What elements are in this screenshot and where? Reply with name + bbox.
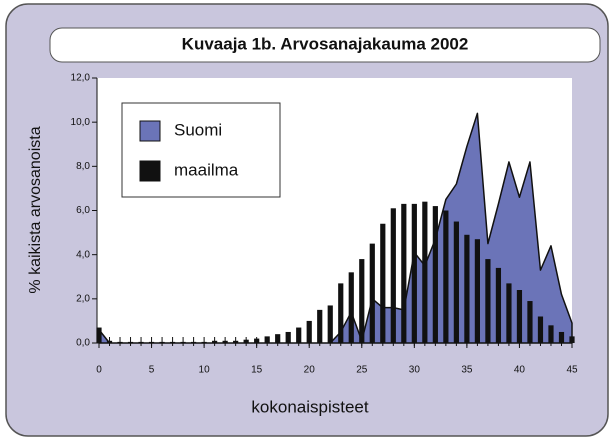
legend-swatch bbox=[139, 160, 161, 182]
bar bbox=[527, 301, 533, 343]
bar bbox=[411, 203, 417, 343]
y-tick-label: 0,0 bbox=[76, 338, 90, 349]
bar bbox=[548, 325, 554, 343]
legend-label: Suomi bbox=[174, 120, 222, 139]
bar bbox=[296, 327, 302, 343]
x-tick-label: 0 bbox=[96, 365, 102, 376]
bar bbox=[390, 208, 396, 343]
bar bbox=[506, 283, 512, 343]
bar bbox=[338, 283, 344, 343]
y-axis-label: % kaikista arvosanoista bbox=[27, 126, 44, 293]
bar bbox=[317, 309, 323, 343]
bar bbox=[359, 259, 365, 343]
bar bbox=[348, 272, 354, 343]
bar bbox=[327, 305, 333, 343]
bar bbox=[453, 221, 459, 343]
bar bbox=[432, 206, 438, 343]
bar bbox=[485, 259, 491, 343]
x-tick-label: 5 bbox=[149, 365, 155, 376]
x-tick-label: 30 bbox=[409, 365, 421, 376]
bar bbox=[537, 316, 544, 343]
bar bbox=[516, 290, 523, 343]
x-tick-label: 45 bbox=[566, 365, 578, 376]
bar bbox=[495, 267, 502, 343]
legend-label: maailma bbox=[174, 160, 239, 179]
legend bbox=[121, 102, 281, 198]
bar bbox=[464, 234, 470, 343]
bar bbox=[474, 239, 480, 343]
x-tick-label: 20 bbox=[304, 365, 316, 376]
x-tick-label: 25 bbox=[356, 365, 368, 376]
bar bbox=[369, 243, 375, 343]
x-tick-label: 15 bbox=[251, 365, 263, 376]
y-tick-label: 6,0 bbox=[76, 205, 90, 216]
bar bbox=[401, 203, 407, 343]
bar bbox=[380, 223, 386, 343]
y-tick-label: 8,0 bbox=[76, 161, 90, 172]
y-tick-label: 10,0 bbox=[71, 117, 91, 128]
chart-title: Kuvaaja 1b. Arvosanajakauma 2002 bbox=[182, 34, 469, 53]
x-tick-label: 35 bbox=[461, 365, 473, 376]
title-box bbox=[49, 27, 601, 63]
x-axis-label: kokonaispisteet bbox=[251, 397, 368, 416]
legend-swatch bbox=[139, 120, 161, 142]
bar bbox=[306, 320, 312, 343]
x-tick-label: 40 bbox=[514, 365, 526, 376]
bar bbox=[443, 210, 449, 343]
bar bbox=[422, 201, 428, 343]
y-tick-label: 2,0 bbox=[76, 293, 90, 304]
bar bbox=[96, 327, 102, 343]
y-tick-label: 4,0 bbox=[76, 249, 90, 260]
y-tick-label: 12,0 bbox=[71, 73, 91, 84]
x-tick-label: 10 bbox=[199, 365, 211, 376]
